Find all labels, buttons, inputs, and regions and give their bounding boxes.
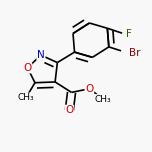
Text: F: F bbox=[126, 29, 132, 39]
Text: Br: Br bbox=[129, 48, 140, 58]
Text: O: O bbox=[23, 63, 32, 73]
Text: O: O bbox=[85, 84, 93, 94]
Text: CH₃: CH₃ bbox=[95, 95, 111, 104]
Text: N: N bbox=[37, 50, 45, 60]
Text: O: O bbox=[65, 105, 73, 115]
Text: CH₃: CH₃ bbox=[18, 93, 34, 102]
